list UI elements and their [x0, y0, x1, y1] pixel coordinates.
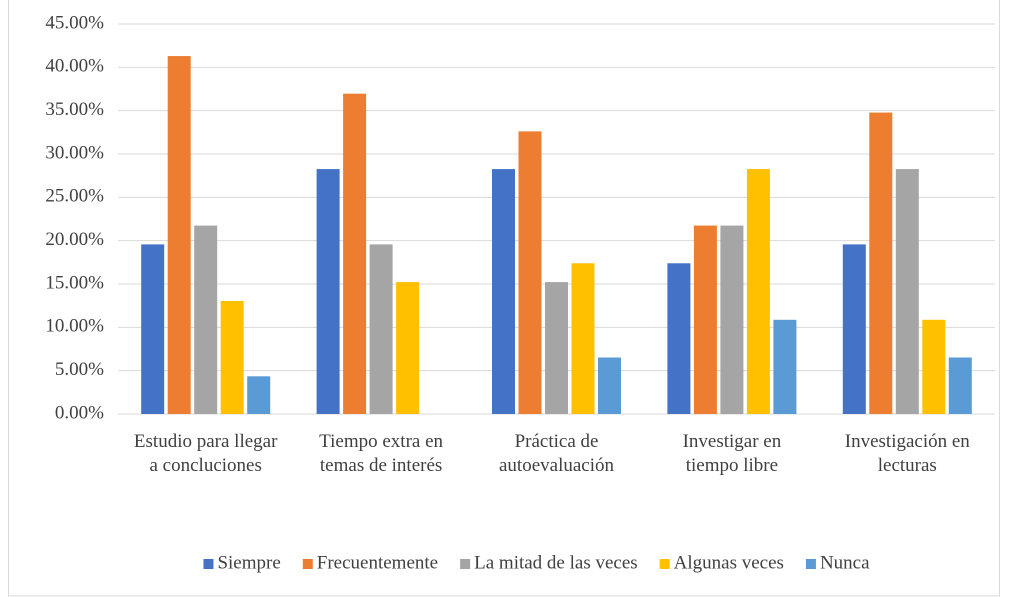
legend-marker [203, 559, 214, 569]
legend-marker [659, 559, 670, 569]
bar [842, 244, 866, 414]
x-tick-label: Investigación en lecturas [844, 431, 970, 476]
bar [369, 244, 393, 414]
bar [773, 319, 797, 414]
x-tick-label: Investigar en tiempo libre [682, 431, 782, 476]
y-tick-label: 20.00% [45, 229, 104, 250]
bar [571, 263, 595, 414]
y-tick-label: 0.00% [55, 402, 104, 423]
bar [720, 225, 744, 414]
legend-marker [460, 559, 471, 569]
bar [693, 225, 717, 414]
legend-label: La mitad de las veces [474, 552, 638, 573]
bar [343, 93, 367, 415]
legend-marker [805, 559, 816, 569]
bar [141, 244, 165, 414]
bar [492, 169, 515, 414]
y-tick-label: 5.00% [55, 359, 104, 380]
y-tick-label: 30.00% [45, 142, 104, 163]
y-tick-label: 25.00% [45, 186, 104, 207]
bar [746, 169, 770, 414]
bar [948, 357, 972, 414]
y-tick-label: 40.00% [45, 56, 104, 77]
legend-label: Siempre [217, 552, 280, 573]
y-tick-label: 35.00% [45, 99, 104, 120]
bar [545, 282, 568, 414]
bar [247, 376, 271, 414]
bar [922, 319, 946, 414]
bar [396, 282, 420, 414]
y-tick-label: 15.00% [45, 272, 104, 293]
y-tick-label: 45.00% [45, 12, 104, 33]
y-tick-label: 10.00% [45, 316, 104, 337]
bar [167, 56, 191, 415]
chart-border [8, 0, 1000, 597]
x-tick-label: Estudio para llegar a concluciones [133, 431, 278, 476]
bar [598, 357, 621, 414]
bar [220, 300, 244, 414]
legend-marker [302, 559, 313, 569]
legend-label: Algunas veces [674, 552, 784, 573]
legend-label: Frecuentemente [317, 552, 438, 573]
x-tick-label: Tiempo extra en temas de interés [319, 431, 444, 476]
bar [518, 131, 542, 414]
bar [667, 263, 691, 414]
bar [316, 169, 340, 414]
bar [895, 169, 919, 414]
legend-label: Nunca [820, 552, 870, 573]
bar [194, 225, 218, 414]
x-tick-label: Práctica de autoevaluación [498, 431, 614, 476]
bar [869, 112, 893, 414]
